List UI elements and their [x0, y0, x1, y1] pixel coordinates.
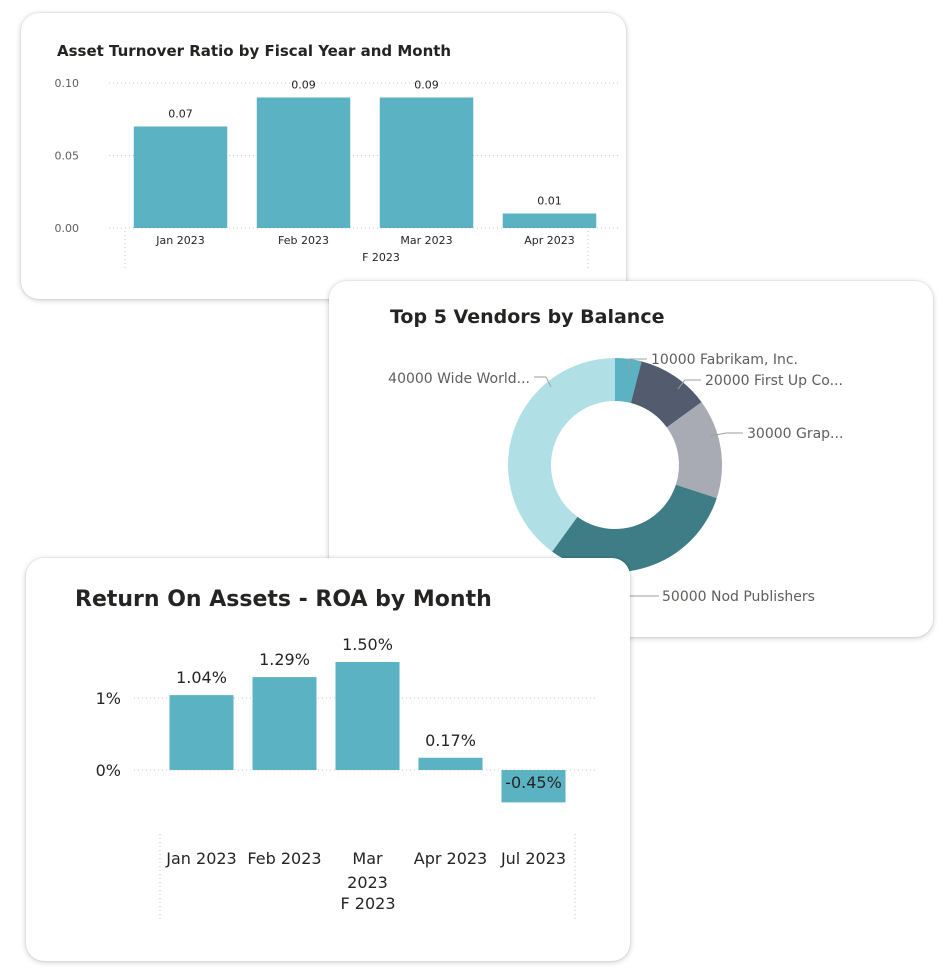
y-tick-label: 1%	[96, 689, 121, 708]
bar	[256, 97, 351, 228]
donut-slice	[666, 402, 722, 499]
leader-line	[628, 358, 647, 371]
data-label: 0.09	[414, 79, 439, 92]
slice-label: 10000 Fabrikam, Inc.	[651, 352, 798, 368]
data-label: 0.17%	[425, 731, 476, 750]
roa-title: Return On Assets - ROA by Month	[75, 587, 492, 612]
slice-label: 50000 Nod Publishers	[662, 589, 815, 605]
x-tick-label: Feb 2023	[247, 849, 321, 868]
bar	[501, 770, 566, 803]
x-tick-label: Apr 2023	[524, 234, 575, 247]
x-tick-label: Mar	[352, 849, 383, 868]
leader-line	[628, 579, 659, 597]
x-group-label: F 2023	[340, 894, 395, 913]
x-tick-label: 2023	[347, 873, 388, 892]
roa-card: Return On Assets - ROA by Month 0% 1% 1.04…	[26, 558, 630, 961]
data-label: -0.45%	[505, 773, 562, 792]
slice-label: 40000 Wide World...	[388, 371, 530, 387]
asset-turnover-title: Asset Turnover Ratio by Fiscal Year and …	[57, 42, 452, 60]
roa-chart: 0% 1% 1.04% Jan 2023 1.29% Feb 2023 1.50% Mar 20…	[96, 635, 596, 920]
bar	[133, 126, 228, 228]
bar	[335, 662, 400, 770]
bar	[169, 695, 234, 770]
donut-slice	[508, 358, 615, 552]
bar	[502, 213, 597, 228]
bar	[418, 757, 483, 770]
bar	[252, 677, 317, 770]
leader-line	[709, 432, 743, 437]
y-tick-label: 0.10	[55, 77, 80, 90]
donut-slice	[630, 361, 702, 428]
y-tick-label: 0.05	[55, 150, 80, 163]
data-label: 1.50%	[342, 635, 393, 654]
data-label: 0.01	[537, 195, 562, 208]
x-tick-label: Mar 2023	[400, 234, 452, 247]
x-tick-label: Feb 2023	[278, 234, 329, 247]
donut-slice	[552, 484, 717, 572]
data-label: 0.07	[168, 108, 193, 121]
data-label: 1.04%	[176, 668, 227, 687]
top-vendors-title: Top 5 Vendors by Balance	[390, 306, 665, 328]
asset-turnover-card: Asset Turnover Ratio by Fiscal Year and …	[21, 13, 626, 299]
leader-line	[677, 379, 701, 390]
x-tick-label: Jan 2023	[165, 849, 236, 868]
x-tick-label: Jul 2023	[500, 849, 566, 868]
slice-label: 20000 First Up Co...	[705, 373, 843, 389]
data-label: 0.09	[291, 79, 316, 92]
bar	[379, 97, 474, 228]
leader-line	[534, 376, 552, 388]
y-tick-label: 0%	[96, 761, 121, 780]
data-label: 1.29%	[259, 650, 310, 669]
x-tick-label: Jan 2023	[155, 234, 204, 247]
asset-turnover-chart: 0.00 0.05 0.10 0.07 Jan 2023 0.09 Feb 2023 0.09…	[55, 77, 621, 271]
y-tick-label: 0.00	[55, 222, 80, 235]
x-tick-label: Apr 2023	[414, 849, 487, 868]
x-group-label: F 2023	[362, 251, 400, 264]
donut-slice	[615, 358, 642, 404]
slice-label: 30000 Grap...	[747, 426, 843, 442]
